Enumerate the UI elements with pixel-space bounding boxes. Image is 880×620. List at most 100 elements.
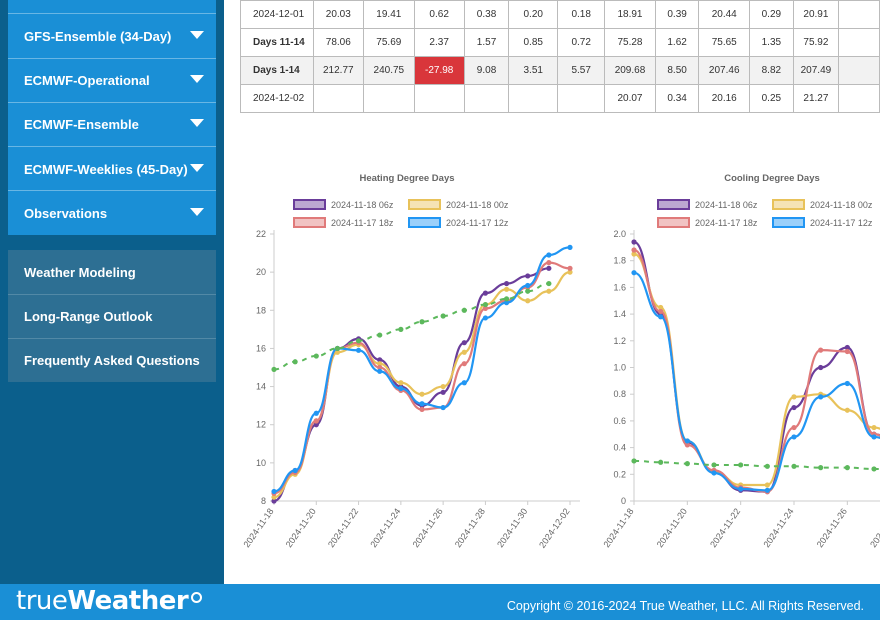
- data-point: [482, 305, 489, 311]
- series-line: [633, 240, 880, 493]
- legend-label: 2024-11-17 12z: [810, 218, 873, 228]
- data-point: [271, 498, 277, 504]
- y-tick-label: 20: [256, 267, 266, 277]
- table-row: 2024-12-02 20.07 0.34 20.16 0.25 21.27: [240, 84, 880, 113]
- data-point: [871, 434, 877, 440]
- legend-label: 2024-11-18 00z: [810, 200, 873, 210]
- data-point: [658, 459, 664, 465]
- chevron-down-icon[interactable]: [190, 208, 204, 216]
- nav-observations[interactable]: Observations: [8, 191, 216, 235]
- x-tick-label: 2024-11-28: [453, 506, 487, 549]
- table-cell: 20.16: [698, 84, 750, 113]
- data-point: [419, 391, 425, 397]
- degree-day-table: 2024-12-01 20.03 19.41 0.62 0.38 0.20 0.18 18.9…: [240, 0, 880, 113]
- legend-label: 2024-11-18 06z: [331, 200, 394, 210]
- data-point: [292, 359, 298, 365]
- nav-ecmwf-weeklies[interactable]: ECMWF-Weeklies (45-Day): [8, 147, 216, 191]
- table-cell: 20.07: [604, 84, 656, 113]
- table-cell: 9.08: [463, 56, 510, 85]
- table-cell: 20.44: [698, 0, 750, 29]
- table-cell: 0.20: [508, 0, 559, 29]
- x-tick-label: 2024-12-02: [537, 506, 572, 549]
- data-point: [525, 298, 531, 304]
- y-tick-label: 0: [621, 496, 626, 506]
- data-point: [738, 462, 744, 468]
- trueweather-logo[interactable]: trueWeather: [16, 586, 203, 616]
- y-tick-label: 22: [256, 229, 266, 239]
- y-tick-label: 12: [256, 420, 266, 430]
- nav-divider: [8, 190, 216, 191]
- legend-label: 2024-11-17 18z: [331, 218, 394, 228]
- data-point: [355, 347, 362, 353]
- data-point: [764, 463, 770, 469]
- legend-swatch: [657, 217, 690, 228]
- table-cell: -27.98: [413, 56, 465, 85]
- x-tick-label: 2024-11-30: [495, 506, 529, 549]
- nav-label: ECMWF-Operational: [24, 72, 150, 88]
- table-cell: 240.75: [363, 56, 415, 85]
- nav-ecmwf-operational[interactable]: ECMWF-Operational: [8, 58, 216, 102]
- nav-divider: [8, 338, 216, 339]
- table-row: Days 11-14 78.06 75.69 2.37 1.57 0.85 0.72 75.2…: [240, 28, 880, 57]
- y-tick-label: 14: [256, 382, 266, 392]
- data-point: [271, 488, 277, 495]
- row-label: Days 11-14: [240, 28, 314, 57]
- data-point: [546, 260, 552, 266]
- chevron-down-icon[interactable]: [190, 119, 204, 127]
- nav-label: Long-Range Outlook: [24, 308, 153, 324]
- chart-title: Cooling Degree Days: [724, 173, 820, 184]
- data-point: [764, 482, 770, 488]
- x-tick-label: 2024-11-20: [284, 506, 318, 549]
- nav-ecmwf-ensemble[interactable]: ECMWF-Ensemble: [8, 102, 216, 146]
- legend-label: 2024-11-18 06z: [695, 200, 758, 210]
- table-cell: [838, 0, 880, 29]
- data-point: [461, 349, 467, 355]
- footer: trueWeather Copyright © 2016-2024 True W…: [0, 584, 880, 620]
- table-cell: [463, 84, 510, 113]
- chevron-down-icon[interactable]: [190, 31, 204, 39]
- table-cell: [312, 84, 365, 113]
- nav-divider: [8, 102, 216, 103]
- data-point: [658, 304, 664, 311]
- data-point: [818, 364, 824, 371]
- hdd-chart-svg: Heating Degree Days 2024-11-18 06z 2024-11…: [241, 173, 580, 550]
- x-tick-label: 2024-11-22: [326, 506, 360, 549]
- data-point: [567, 265, 573, 271]
- table-cell: [413, 84, 465, 113]
- y-tick-label: 0.2: [613, 469, 626, 479]
- y-tick-label: 1.0: [613, 363, 626, 373]
- data-point: [377, 332, 383, 338]
- hdd-chart: Heating Degree Days 2024-11-18 06z 2024-11…: [232, 165, 582, 565]
- data-point: [711, 470, 717, 476]
- table-cell: [363, 84, 415, 113]
- data-point: [791, 404, 797, 411]
- series-line: [273, 261, 571, 495]
- chevron-down-icon[interactable]: [190, 75, 204, 83]
- x-tick-label: 2024-11-26: [815, 506, 849, 549]
- x-tick-label: 2024-11-22: [708, 506, 742, 549]
- data-point: [461, 361, 467, 367]
- data-point: [377, 368, 383, 374]
- data-point: [461, 307, 467, 313]
- legend-swatch: [293, 217, 326, 228]
- data-point: [482, 301, 489, 308]
- chevron-down-icon[interactable]: [190, 164, 204, 172]
- table-cell: 0.39: [654, 0, 700, 29]
- nav-long-range-outlook[interactable]: Long-Range Outlook: [8, 294, 216, 338]
- nav-faq[interactable]: Frequently Asked Questions: [8, 338, 216, 382]
- data-point: [292, 467, 298, 474]
- data-point: [567, 269, 573, 275]
- table-cell: 75.92: [792, 28, 840, 57]
- nav-label: ECMWF-Ensemble: [24, 116, 139, 132]
- data-point: [313, 410, 319, 416]
- nav-divider: [8, 146, 216, 147]
- data-point: [398, 385, 404, 392]
- data-point: [871, 466, 877, 472]
- registered-mark-icon: [191, 592, 203, 603]
- nav-weather-modeling[interactable]: Weather Modeling: [8, 250, 216, 294]
- nav-divider: [8, 13, 216, 14]
- x-tick-label: 2024-11-26: [411, 506, 445, 549]
- legend-swatch: [408, 217, 441, 228]
- data-point: [461, 340, 467, 346]
- nav-gfs-ensemble[interactable]: GFS-Ensemble (34-Day): [8, 14, 216, 58]
